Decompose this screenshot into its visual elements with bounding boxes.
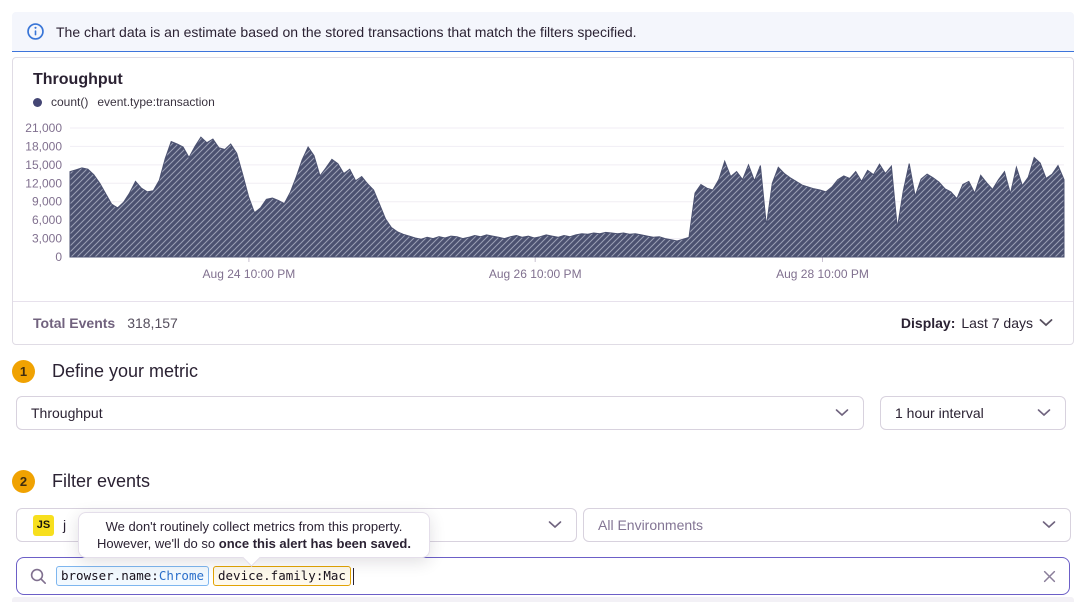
display-label: Display: xyxy=(900,315,956,331)
step-2-badge: 2 xyxy=(12,470,35,493)
svg-text:0: 0 xyxy=(55,250,62,264)
legend-series: count() xyxy=(51,95,89,109)
next-panel-edge xyxy=(12,597,1074,602)
metric-section-heading: 1 Define your metric xyxy=(12,360,198,383)
display-range-button[interactable]: Display: Last 7 days xyxy=(901,315,1053,331)
environment-select-value: All Environments xyxy=(598,517,704,533)
legend-filter: event.type:transaction xyxy=(97,95,215,109)
total-events-label: Total Events xyxy=(33,315,116,331)
project-select-value: j xyxy=(63,517,67,533)
svg-text:12,000: 12,000 xyxy=(25,176,62,190)
metric-section-title: Define your metric xyxy=(52,361,199,381)
svg-text:18,000: 18,000 xyxy=(25,139,62,153)
chevron-down-icon xyxy=(548,521,562,529)
svg-text:21,000: 21,000 xyxy=(25,121,62,135)
banner-text: The chart data is an estimate based on t… xyxy=(56,23,637,40)
svg-text:3,000: 3,000 xyxy=(32,232,62,246)
text-cursor xyxy=(352,567,355,585)
chevron-down-icon xyxy=(1037,409,1051,417)
chevron-down-icon xyxy=(1042,521,1056,529)
tooltip-line1: We don't routinely collect metrics from … xyxy=(105,519,403,534)
metric-select[interactable]: Throughput xyxy=(16,396,864,430)
display-value: Last 7 days xyxy=(961,315,1033,331)
svg-text:9,000: 9,000 xyxy=(32,195,62,209)
chevron-down-icon xyxy=(1039,319,1053,327)
interval-select-value: 1 hour interval xyxy=(895,405,984,421)
total-events-value: 318,157 xyxy=(127,315,178,331)
tooltip-line2: However, we'll do so once this alert has… xyxy=(97,536,411,551)
svg-text:6,000: 6,000 xyxy=(32,213,62,227)
step-1-badge: 1 xyxy=(12,360,35,383)
info-banner: The chart data is an estimate based on t… xyxy=(12,12,1074,52)
interval-select[interactable]: 1 hour interval xyxy=(880,396,1066,430)
legend-dot-icon xyxy=(33,97,42,107)
filter-token[interactable]: device.family:Mac xyxy=(213,566,351,586)
chevron-down-icon xyxy=(835,409,849,417)
svg-text:Aug 28 10:00 PM: Aug 28 10:00 PM xyxy=(776,267,869,281)
filter-search-input[interactable]: browser.name:Chrome device.family:Mac xyxy=(16,557,1070,595)
javascript-platform-icon: JS xyxy=(33,514,54,536)
filter-section-title: Filter events xyxy=(52,471,151,491)
svg-text:15,000: 15,000 xyxy=(25,158,62,172)
info-icon xyxy=(27,23,44,40)
filter-section-heading: 2 Filter events xyxy=(12,470,150,493)
search-tokens: browser.name:Chrome device.family:Mac xyxy=(56,566,351,586)
property-tooltip: We don't routinely collect metrics from … xyxy=(78,512,430,567)
throughput-area-chart: 0 3,000 6,000 9,000 12,000 15,000 18,000 21,000… xyxy=(25,121,1065,281)
search-icon xyxy=(30,568,47,585)
chart-title: Throughput xyxy=(33,71,123,88)
svg-text:Aug 26 10:00 PM: Aug 26 10:00 PM xyxy=(489,267,582,281)
environment-select[interactable]: All Environments xyxy=(583,508,1071,542)
filter-token[interactable]: browser.name:Chrome xyxy=(56,566,209,586)
clear-search-button[interactable] xyxy=(1043,570,1056,583)
metric-select-value: Throughput xyxy=(31,405,103,421)
svg-text:Aug 24 10:00 PM: Aug 24 10:00 PM xyxy=(203,267,296,281)
chart-panel: Throughput count() event.type:transactio… xyxy=(12,57,1074,345)
chart-footer: Total Events 318,157 Display: Last 7 day… xyxy=(13,301,1073,344)
chart-legend: count() event.type:transaction xyxy=(33,95,215,109)
